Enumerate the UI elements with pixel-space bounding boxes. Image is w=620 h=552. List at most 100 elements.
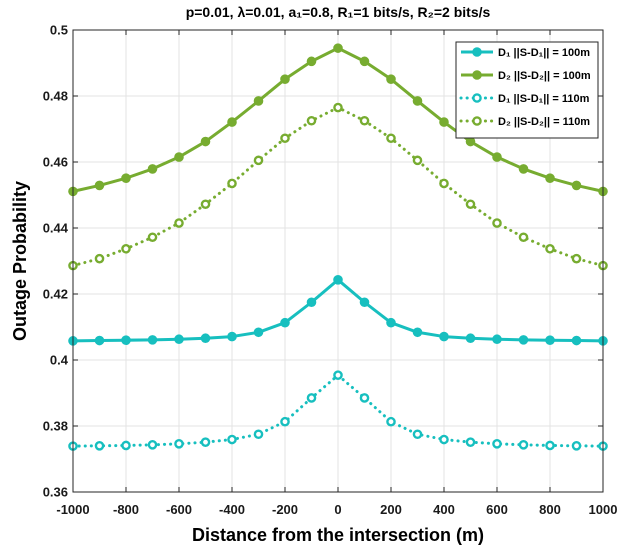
- series-1-point-8: [280, 74, 290, 84]
- series-3-point-16: [492, 218, 502, 228]
- series-3-point-2: [121, 243, 131, 254]
- y-tick-label-1: 0.38: [43, 419, 68, 434]
- series-0-point-4: [174, 334, 184, 345]
- series-1-point-9: [306, 56, 317, 67]
- series-2-point-17: [518, 440, 529, 450]
- x-tick-label-3: -400: [219, 502, 245, 517]
- series-1-point-3: [147, 164, 158, 174]
- y-tick-label-2: 0.4: [50, 353, 69, 368]
- y-tick-label-4: 0.44: [43, 221, 69, 236]
- series-0-point-12: [386, 317, 396, 328]
- legend-entry-1: D₂ ||S-D₂|| = 100m: [461, 70, 591, 82]
- x-tick-label-5: 0: [334, 502, 341, 517]
- legend-label-1: D₂ ||S-D₂|| = 100m: [498, 70, 591, 82]
- y-tick-label-3: 0.42: [43, 287, 68, 302]
- series-0-point-6: [227, 331, 237, 342]
- series-0: [68, 275, 608, 346]
- legend-marker-1: [472, 70, 482, 80]
- x-tick-label-7: 400: [433, 502, 455, 517]
- series-2-point-14: [439, 434, 449, 445]
- y-tick-label-5: 0.46: [43, 155, 68, 170]
- series-2-point-8: [280, 416, 290, 427]
- series-3-point-15: [465, 199, 476, 210]
- series-1: [68, 43, 608, 197]
- series-3-point-8: [280, 133, 290, 144]
- x-tick-label-6: 200: [380, 502, 402, 517]
- series-0-point-17: [518, 335, 529, 345]
- series-1-point-7: [253, 96, 264, 106]
- series-2-point-5: [200, 437, 211, 447]
- series-2-point-3: [147, 440, 158, 450]
- series-2-point-9: [306, 393, 317, 403]
- series-2-point-4: [174, 439, 184, 449]
- series-1-point-15: [465, 136, 476, 147]
- series-1-point-4: [174, 152, 184, 162]
- series-3-point-18: [545, 243, 555, 254]
- series-3-point-14: [439, 178, 449, 189]
- series-0-point-19: [571, 335, 582, 346]
- y-tick-label-7: 0.5: [50, 23, 68, 38]
- legend-label-3: D₂ ||S-D₂|| = 110m: [498, 116, 590, 128]
- series-2-point-15: [465, 437, 476, 447]
- series-1-point-13: [412, 96, 423, 106]
- series-1-point-19: [571, 180, 582, 191]
- y-axis-title: Outage Probability: [10, 181, 30, 341]
- x-tick-label-9: 800: [539, 502, 561, 517]
- series-0-point-8: [280, 317, 290, 328]
- series-3-point-5: [200, 199, 211, 210]
- series-0-point-16: [492, 334, 502, 345]
- series-3-point-9: [306, 115, 317, 126]
- series-1-point-14: [439, 117, 449, 127]
- legend-label-0: D₁ ||S-D₁|| = 100m: [498, 47, 590, 59]
- series-0-point-7: [253, 327, 264, 338]
- legend: D₁ ||S-D₁|| = 100m D₂ ||S-D₂|| = 100m D₁ |…: [455, 41, 599, 139]
- series-1-point-1: [94, 180, 105, 191]
- series-1-point-17: [518, 164, 529, 174]
- series-1-point-5: [200, 136, 211, 147]
- series-2-point-19: [571, 440, 582, 451]
- x-tick-label-1: -800: [113, 502, 139, 517]
- legend-marker-3: [472, 116, 482, 126]
- y-tick-label-6: 0.48: [43, 89, 68, 104]
- series-layer: [68, 43, 608, 451]
- series-1-point-6: [227, 117, 237, 127]
- series-3-point-11: [359, 115, 370, 126]
- x-tick-label-0: -1000: [56, 502, 89, 517]
- series-3-point-19: [571, 253, 582, 264]
- axis-ticks: -1000 -800 -600 -400 -200 0 200 400 600 800 1000 0.…: [43, 23, 618, 518]
- series-2-point-16: [492, 439, 502, 449]
- series-0-point-10: [333, 275, 343, 285]
- series-0-point-11: [359, 297, 370, 308]
- series-2-point-7: [253, 429, 264, 440]
- chart-title: p=0.01, λ=0.01, a₁=0.8, R₁=1 bits/s, R₂=…: [186, 4, 491, 20]
- x-tick-label-4: -200: [272, 502, 298, 517]
- x-tick-label-8: 600: [486, 502, 508, 517]
- series-3-point-3: [147, 232, 158, 243]
- y-tick-label-0: 0.36: [43, 485, 68, 500]
- series-3-point-13: [412, 155, 423, 166]
- series-0-point-13: [412, 327, 423, 338]
- series-2-point-11: [359, 393, 370, 403]
- series-0-point-15: [465, 333, 476, 344]
- x-axis-title: Distance from the intersection (m): [192, 525, 484, 545]
- series-3-point-10: [333, 102, 343, 113]
- legend-entry-3: D₂ ||S-D₂|| = 110m: [459, 116, 590, 128]
- series-3-point-1: [94, 253, 105, 264]
- legend-entry-0: D₁ ||S-D₁|| = 100m: [461, 47, 590, 59]
- series-1-point-2: [121, 173, 131, 183]
- series-0-point-1: [94, 335, 105, 346]
- series-1-point-11: [359, 56, 370, 67]
- series-2-point-6: [227, 434, 237, 445]
- legend-marker-0: [472, 47, 482, 57]
- series-0-point-5: [200, 333, 211, 344]
- series-0-point-14: [439, 331, 449, 342]
- series-3-point-7: [253, 155, 264, 166]
- series-3-point-12: [386, 133, 396, 144]
- series-0-point-18: [545, 335, 555, 346]
- legend-entry-2: D₁ ||S-D₁|| = 110m: [459, 93, 590, 105]
- series-2-point-10: [333, 370, 343, 380]
- series-2-point-1: [94, 440, 105, 451]
- series-2-point-13: [412, 429, 423, 440]
- legend-label-2: D₁ ||S-D₁|| = 110m: [498, 93, 590, 105]
